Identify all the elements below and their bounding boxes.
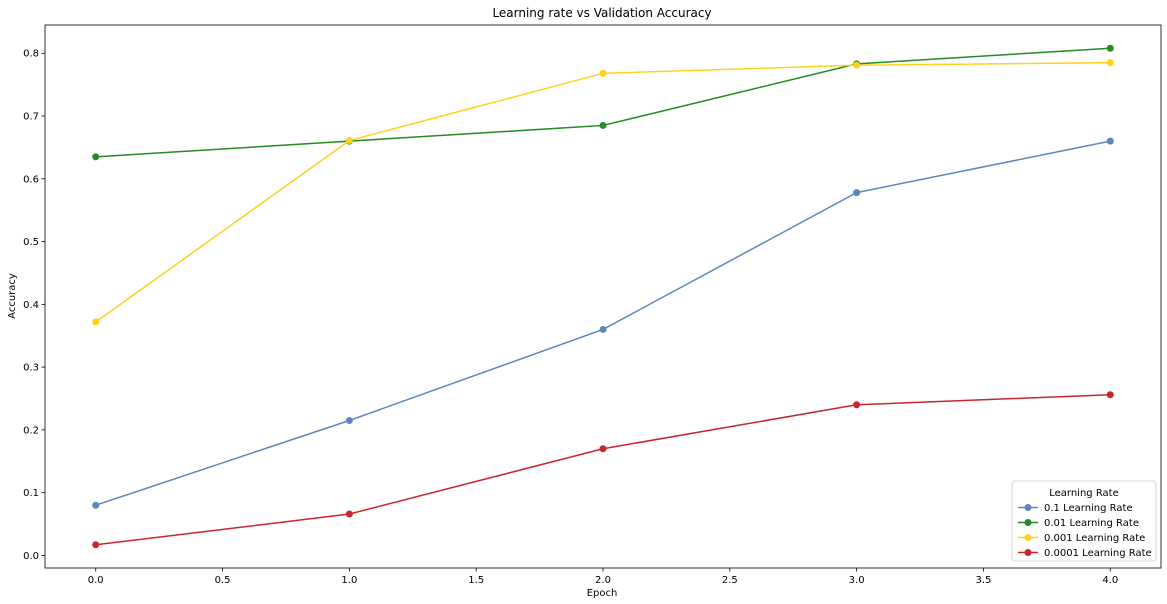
y-tick-label: 0.4 xyxy=(23,300,39,311)
legend-marker xyxy=(1024,519,1032,526)
legend-marker xyxy=(1024,534,1032,541)
data-point xyxy=(853,401,861,409)
y-tick-label: 0.0 xyxy=(23,551,39,562)
y-tick-label: 0.2 xyxy=(23,425,39,436)
x-tick-label: 3.0 xyxy=(849,575,865,586)
series-3 xyxy=(92,59,1114,326)
data-point xyxy=(599,69,607,77)
x-tick-label: 3.5 xyxy=(976,575,992,586)
data-point xyxy=(345,510,353,518)
legend-label: 0.001 Learning Rate xyxy=(1044,533,1145,544)
legend-title: Learning Rate xyxy=(1049,488,1119,499)
data-point xyxy=(92,501,100,509)
x-tick-label: 0.5 xyxy=(215,575,231,586)
x-axis-label: Epoch xyxy=(587,588,618,599)
data-point xyxy=(599,445,607,453)
data-point xyxy=(345,137,353,145)
data-point xyxy=(1106,391,1114,399)
data-point xyxy=(599,121,607,129)
x-tick-label: 4.0 xyxy=(1102,575,1118,586)
data-point xyxy=(92,153,100,161)
series-line xyxy=(95,393,1111,546)
series-4 xyxy=(92,391,1114,549)
data-point xyxy=(599,325,607,333)
legend-label: 0.1 Learning Rate xyxy=(1044,503,1133,514)
y-tick-label: 0.8 xyxy=(23,49,39,60)
data-point xyxy=(853,189,861,197)
x-tick-label: 1.0 xyxy=(341,575,357,586)
data-point xyxy=(92,541,100,549)
x-tick-label: 1.5 xyxy=(468,575,484,586)
legend-box xyxy=(1011,480,1157,562)
x-tick-label: 2.0 xyxy=(595,575,611,586)
x-tick-label: 0.0 xyxy=(88,575,104,586)
data-point xyxy=(1106,44,1114,52)
data-point xyxy=(92,318,100,326)
y-tick-label: 0.6 xyxy=(23,174,39,185)
legend-marker xyxy=(1024,504,1032,511)
legend-marker xyxy=(1024,549,1032,556)
y-axis-label: Accuracy xyxy=(7,273,18,319)
legend-label: 0.0001 Learning Rate xyxy=(1044,548,1152,559)
y-tick-label: 0.3 xyxy=(23,363,39,374)
series-line xyxy=(95,61,1111,323)
series-1 xyxy=(92,137,1114,509)
data-point xyxy=(1106,137,1114,145)
y-tick-label: 0.1 xyxy=(23,488,39,499)
data-point xyxy=(853,61,861,69)
legend-label: 0.01 Learning Rate xyxy=(1044,518,1139,529)
legend: Learning Rate 0.1 Learning Rate 0.01 Learn… xyxy=(1011,480,1157,562)
x-tick-label: 2.5 xyxy=(722,575,738,586)
data-point xyxy=(345,416,353,424)
y-tick-label: 0.7 xyxy=(23,112,39,123)
plot-frame xyxy=(44,24,1162,569)
series-2 xyxy=(92,44,1114,161)
data-point xyxy=(1106,59,1114,67)
y-tick-label: 0.5 xyxy=(23,237,39,248)
chart-title: Learning rate vs Validation Accuracy xyxy=(492,6,711,20)
